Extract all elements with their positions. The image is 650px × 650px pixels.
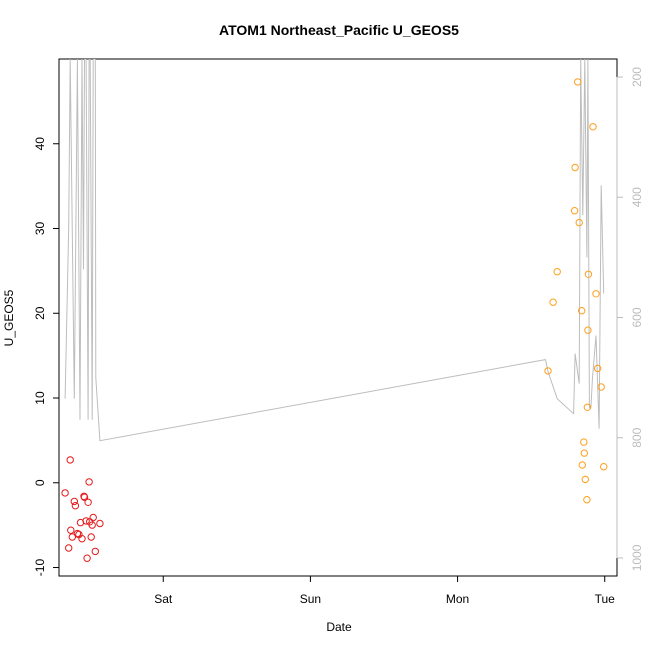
data-point [87,533,95,541]
data-point [89,513,97,522]
y-tick-label: 10 [33,391,47,405]
data-point [65,544,73,552]
plot-frame [58,58,618,577]
data-point [581,475,589,484]
x-tick-label: Sun [300,592,321,606]
data-point [84,498,92,506]
y2-tick-label: 200 [630,67,644,87]
data-point [553,268,561,276]
data-point [600,463,608,471]
x-axis-label: Date [326,620,352,634]
data-point [580,438,588,446]
data-point [66,456,74,464]
data-point [575,218,583,227]
data-point [592,290,600,298]
chart-title: ATOM1 Northeast_Pacific U_GEOS5 [219,22,459,38]
y-tick-label: 0 [33,479,47,486]
data-point [85,478,93,486]
data-point [82,517,90,525]
y-tick-label: 30 [33,222,47,236]
data-point [583,403,592,411]
data-point [83,554,91,562]
x-tick-label: Mon [446,592,469,606]
data-point [549,298,557,306]
data-point [73,529,82,538]
data-point [80,493,89,501]
y2-tick-label: 600 [630,307,644,327]
data-point [68,533,77,541]
data-point [578,461,586,469]
x-tick-label: Sat [154,592,173,606]
data-point [597,383,605,391]
y-axis-label: U_GEOS5 [2,289,16,346]
y2-tick-label: 400 [630,187,644,207]
data-point [580,449,588,457]
data-point [78,535,86,543]
y-tick-label: -10 [33,559,47,577]
data-point [571,163,579,172]
y-tick-label: 20 [33,306,47,320]
data-point [584,326,592,334]
data-point [583,496,591,504]
data-point [589,123,597,131]
y2-tick-label: 1000 [630,544,644,571]
data-point [61,489,69,497]
data-point [71,502,80,510]
data-point [574,78,582,86]
data-point [70,497,79,506]
x-tick-label: Tue [595,592,616,606]
y2-tick-label: 800 [630,427,644,447]
data-point [570,207,579,215]
series-line [64,59,605,442]
data-point [584,270,593,278]
y-tick-label: 40 [33,137,47,151]
data-point [593,364,602,373]
data-point [88,521,96,529]
data-point [578,307,586,315]
data-point [67,526,75,534]
data-point [91,547,100,556]
data-point [544,367,552,375]
data-point [96,519,104,528]
